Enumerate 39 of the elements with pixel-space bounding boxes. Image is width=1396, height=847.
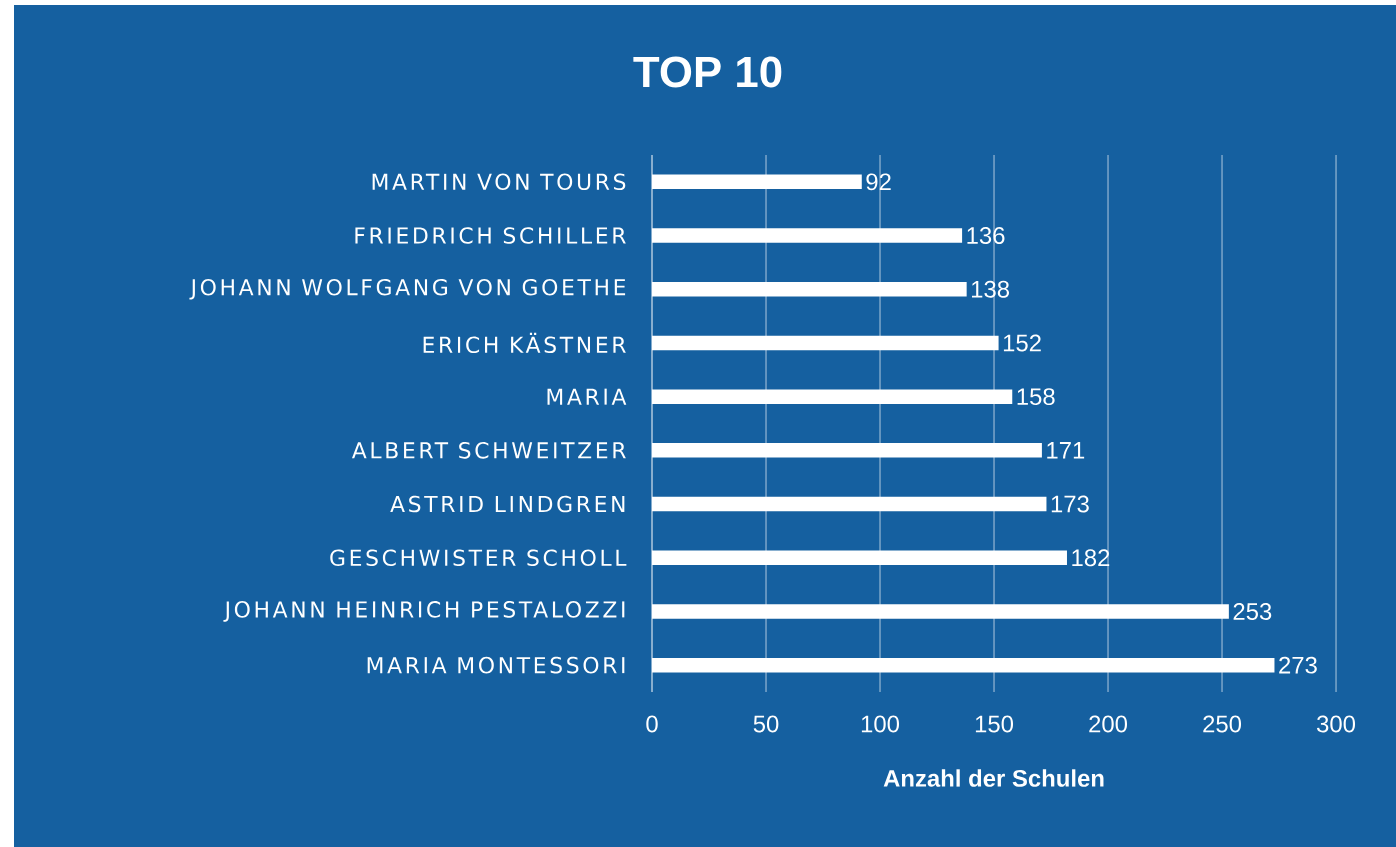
x-tick-label: 150: [975, 715, 1014, 733]
bar: [652, 389, 1013, 404]
chart-title: TOP 10: [633, 56, 782, 88]
y-tick-label: JOHANN WOLFGANG VON GOETHE: [189, 278, 626, 300]
y-tick-label: MARTIN VON TOURS: [372, 173, 626, 191]
y-tick-label: ASTRID LINDGREN: [390, 495, 625, 513]
bar: [652, 496, 1047, 512]
x-tick-label: 100: [861, 715, 900, 733]
data-label: 253: [1233, 602, 1272, 620]
data-label: 171: [1047, 442, 1085, 459]
bar: [652, 443, 1042, 458]
x-tick-label: 50: [753, 715, 779, 733]
x-tick-label: 0: [646, 715, 658, 733]
y-tick-label: ALBERT SCHWEITZER: [351, 442, 626, 459]
bar: [652, 174, 862, 190]
x-tick-label: 200: [1089, 715, 1128, 733]
bar: [652, 335, 999, 351]
y-tick-label: ERICH KÄSTNER: [423, 332, 626, 354]
data-label: 92: [866, 173, 891, 191]
x-tick-label: 300: [1316, 715, 1356, 733]
y-tick-label: MARIA MONTESSORI: [367, 656, 625, 674]
data-label: 273: [1279, 656, 1317, 674]
bar: [652, 604, 1229, 619]
data-label: 136: [967, 227, 1005, 244]
y-tick-label: FRIEDRICH SCHILLER: [355, 227, 626, 244]
y-tick-label: JOHANN HEINRICH PESTALOZZI: [223, 601, 625, 622]
bar: [652, 281, 967, 297]
data-label: 158: [1017, 388, 1055, 406]
x-axis-title: Anzahl der Schulen: [883, 769, 1104, 787]
data-label: 182: [1072, 549, 1110, 567]
data-label: 173: [1051, 495, 1089, 513]
x-tick-label: 250: [1203, 715, 1242, 733]
data-label: 138: [972, 280, 1010, 298]
y-tick-label: GESCHWISTER SCHOLL: [330, 549, 627, 567]
y-tick-label: MARIA: [547, 388, 627, 405]
bar: [652, 228, 963, 243]
bar: [652, 550, 1067, 565]
bar: [652, 657, 1275, 673]
data-label: 152: [1003, 334, 1041, 352]
